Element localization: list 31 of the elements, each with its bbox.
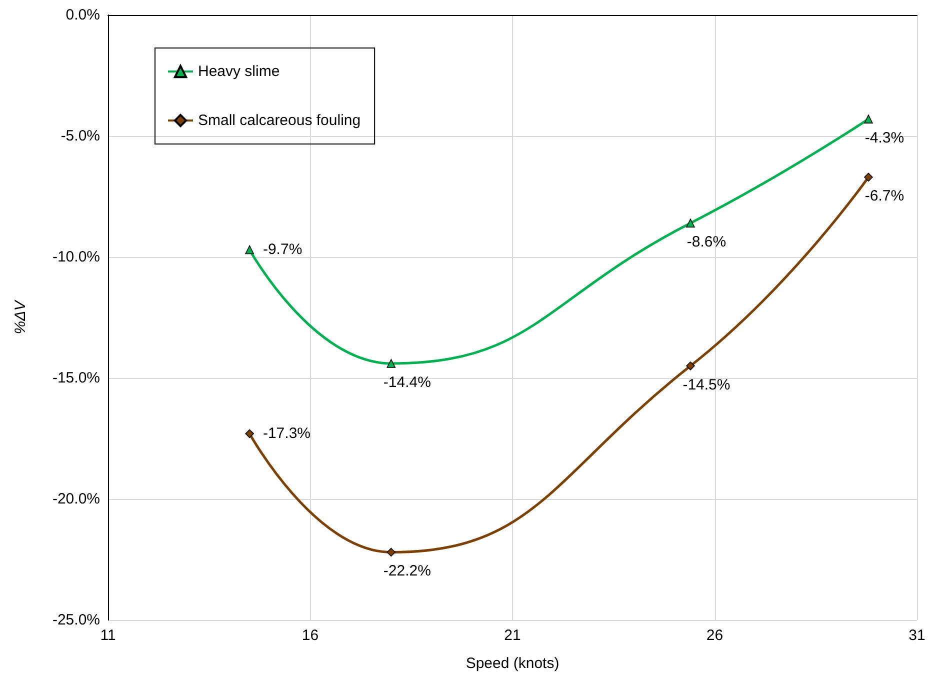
x-axis-title: Speed (knots) — [466, 655, 560, 672]
point — [686, 218, 695, 228]
x-tick-label: 16 — [302, 627, 319, 644]
point — [245, 429, 254, 438]
y-tick-label: 0.0% — [66, 6, 100, 24]
y-tick-label: -20.0% — [52, 490, 100, 508]
point — [386, 359, 396, 368]
y-tick-label: -25.0% — [52, 612, 100, 628]
data-label: -14.5% — [682, 376, 730, 394]
x-tick-label: 11 — [100, 627, 116, 644]
point — [386, 548, 396, 557]
data-label: -17.3% — [262, 425, 311, 442]
y-tick-label: -10.0% — [52, 248, 100, 266]
point — [245, 245, 254, 254]
data-label: -6.7% — [864, 188, 904, 205]
point — [864, 172, 873, 182]
data-label: -22.2% — [383, 562, 431, 580]
point — [864, 114, 873, 124]
x-tick-label: 21 — [504, 627, 521, 644]
data-label: -9.7% — [262, 241, 302, 258]
point — [686, 362, 695, 370]
y-axis-title: %ΔV — [12, 298, 29, 334]
x-tick-label: 26 — [706, 627, 724, 644]
x-tick-label: 31 — [908, 627, 926, 644]
data-label: -4.3% — [864, 129, 904, 146]
data-label: -8.6% — [686, 234, 726, 251]
data-label: -14.4% — [383, 374, 431, 391]
legend-label: Small calcareous fouling — [198, 112, 361, 129]
legend-label: Heavy slime — [198, 63, 280, 80]
y-tick-label: -5.0% — [60, 128, 100, 144]
y-tick-label: -15.0% — [52, 370, 100, 386]
